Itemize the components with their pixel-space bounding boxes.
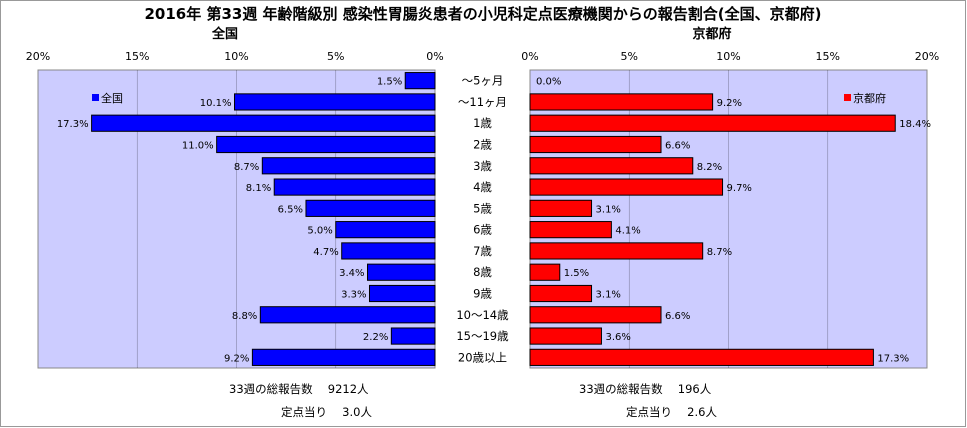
national-panel-header: 全国 [211, 26, 238, 42]
national-legend: 全国 [92, 91, 123, 105]
kyoto-x-tick-label: 0% [521, 50, 538, 63]
national-bar [335, 221, 436, 239]
kyoto-legend: 京都府 [844, 91, 886, 105]
kyoto-legend-swatch [844, 94, 851, 101]
kyoto-data-label: 17.3% [877, 353, 909, 364]
national-bar [273, 178, 436, 196]
category-label: 6歳 [473, 223, 492, 237]
category-label: 5歳 [473, 201, 492, 215]
national-bar [390, 327, 436, 345]
kyoto-bar [529, 242, 704, 260]
kyoto-bar [529, 263, 561, 281]
kyoto-data-label: 8.7% [707, 247, 732, 258]
national-bar [261, 157, 436, 175]
category-label: ～11ヶ月 [458, 95, 507, 109]
national-data-label: 1.5% [377, 77, 402, 88]
national-legend-label: 全国 [101, 91, 123, 105]
kyoto-bar [529, 327, 602, 345]
national-x-tick-label: 5% [327, 50, 344, 63]
category-label: 9歳 [473, 287, 492, 301]
national-data-label: 9.2% [224, 353, 249, 364]
national-x-tick-label: 20% [26, 50, 50, 63]
kyoto-data-label: 18.4% [899, 119, 931, 130]
kyoto-bar [529, 348, 874, 366]
category-label: 1歳 [473, 116, 492, 130]
kyoto-data-label: 3.6% [605, 332, 630, 343]
kyoto-per-site: 定点当り 2.6人 [626, 405, 717, 419]
kyoto-x-tick-label: 15% [816, 50, 840, 63]
kyoto-data-label: 4.1% [615, 226, 640, 237]
national-bar [91, 114, 436, 132]
national-data-label: 8.7% [234, 162, 259, 173]
kyoto-x-tick-label: 20% [915, 50, 939, 63]
category-label: 15～19歳 [456, 329, 509, 343]
kyoto-bar [529, 135, 662, 154]
kyoto-bar [529, 221, 612, 239]
category-label: 2歳 [473, 138, 492, 152]
category-label: 4歳 [473, 180, 492, 194]
national-data-label: 11.0% [182, 141, 214, 152]
kyoto-bar [529, 284, 593, 303]
kyoto-data-label: 9.7% [727, 183, 752, 194]
category-label: ～5ヶ月 [462, 74, 504, 88]
national-data-label: 8.8% [232, 311, 257, 322]
national-bar [251, 348, 436, 366]
national-bar [404, 72, 436, 90]
national-bar [305, 199, 436, 217]
chart-title: 2016年 第33週 年齢階級別 感染性胃腸炎患者の小児科定点医療機関からの報告… [144, 5, 821, 23]
kyoto-legend-label: 京都府 [853, 91, 886, 105]
kyoto-bar [529, 93, 714, 111]
national-data-label: 2.2% [363, 332, 388, 343]
national-data-label: 3.3% [341, 290, 366, 301]
national-data-label: 10.1% [200, 98, 232, 109]
category-label: 20歳以上 [458, 350, 507, 364]
category-label: 10～14歳 [456, 308, 509, 322]
category-label: 8歳 [473, 265, 492, 279]
kyoto-data-label: 6.6% [665, 311, 690, 322]
kyoto-data-label: 3.1% [596, 290, 621, 301]
national-bar [368, 284, 436, 303]
national-data-label: 4.7% [313, 247, 338, 258]
kyoto-bar [529, 178, 724, 196]
kyoto-bar [529, 306, 662, 324]
kyoto-x-tick-label: 5% [621, 50, 638, 63]
kyoto-data-label: 1.5% [564, 268, 589, 279]
kyoto-total-reports: 33週の総報告数 196人 [579, 382, 712, 396]
national-data-label: 3.4% [339, 268, 364, 279]
kyoto-data-label: 3.1% [596, 204, 621, 215]
kyoto-bar [529, 157, 694, 175]
kyoto-panel-header: 京都府 [692, 26, 731, 42]
national-bar [341, 242, 436, 260]
national-bar [367, 263, 436, 281]
national-data-label: 6.5% [278, 204, 303, 215]
national-bar [259, 306, 436, 324]
national-per-site: 定点当り 3.0人 [281, 405, 372, 419]
kyoto-data-label: 9.2% [717, 98, 742, 109]
national-bar [216, 135, 436, 154]
kyoto-bar [529, 199, 593, 217]
national-x-tick-label: 15% [125, 50, 149, 63]
national-bar [234, 93, 436, 111]
kyoto-x-tick-label: 10% [716, 50, 740, 63]
category-label: 7歳 [473, 244, 492, 258]
national-x-tick-label: 0% [426, 50, 443, 63]
kyoto-bar [529, 114, 896, 132]
kyoto-data-label: 8.2% [697, 162, 722, 173]
national-data-label: 5.0% [307, 226, 332, 237]
national-legend-swatch [92, 94, 99, 101]
national-data-label: 8.1% [246, 183, 271, 194]
national-total-reports: 33週の総報告数 9212人 [229, 382, 369, 396]
kyoto-data-label: 6.6% [665, 141, 690, 152]
national-data-label: 17.3% [57, 119, 89, 130]
national-x-tick-label: 10% [224, 50, 248, 63]
kyoto-data-label: 0.0% [536, 77, 561, 88]
category-label: 3歳 [473, 159, 492, 173]
